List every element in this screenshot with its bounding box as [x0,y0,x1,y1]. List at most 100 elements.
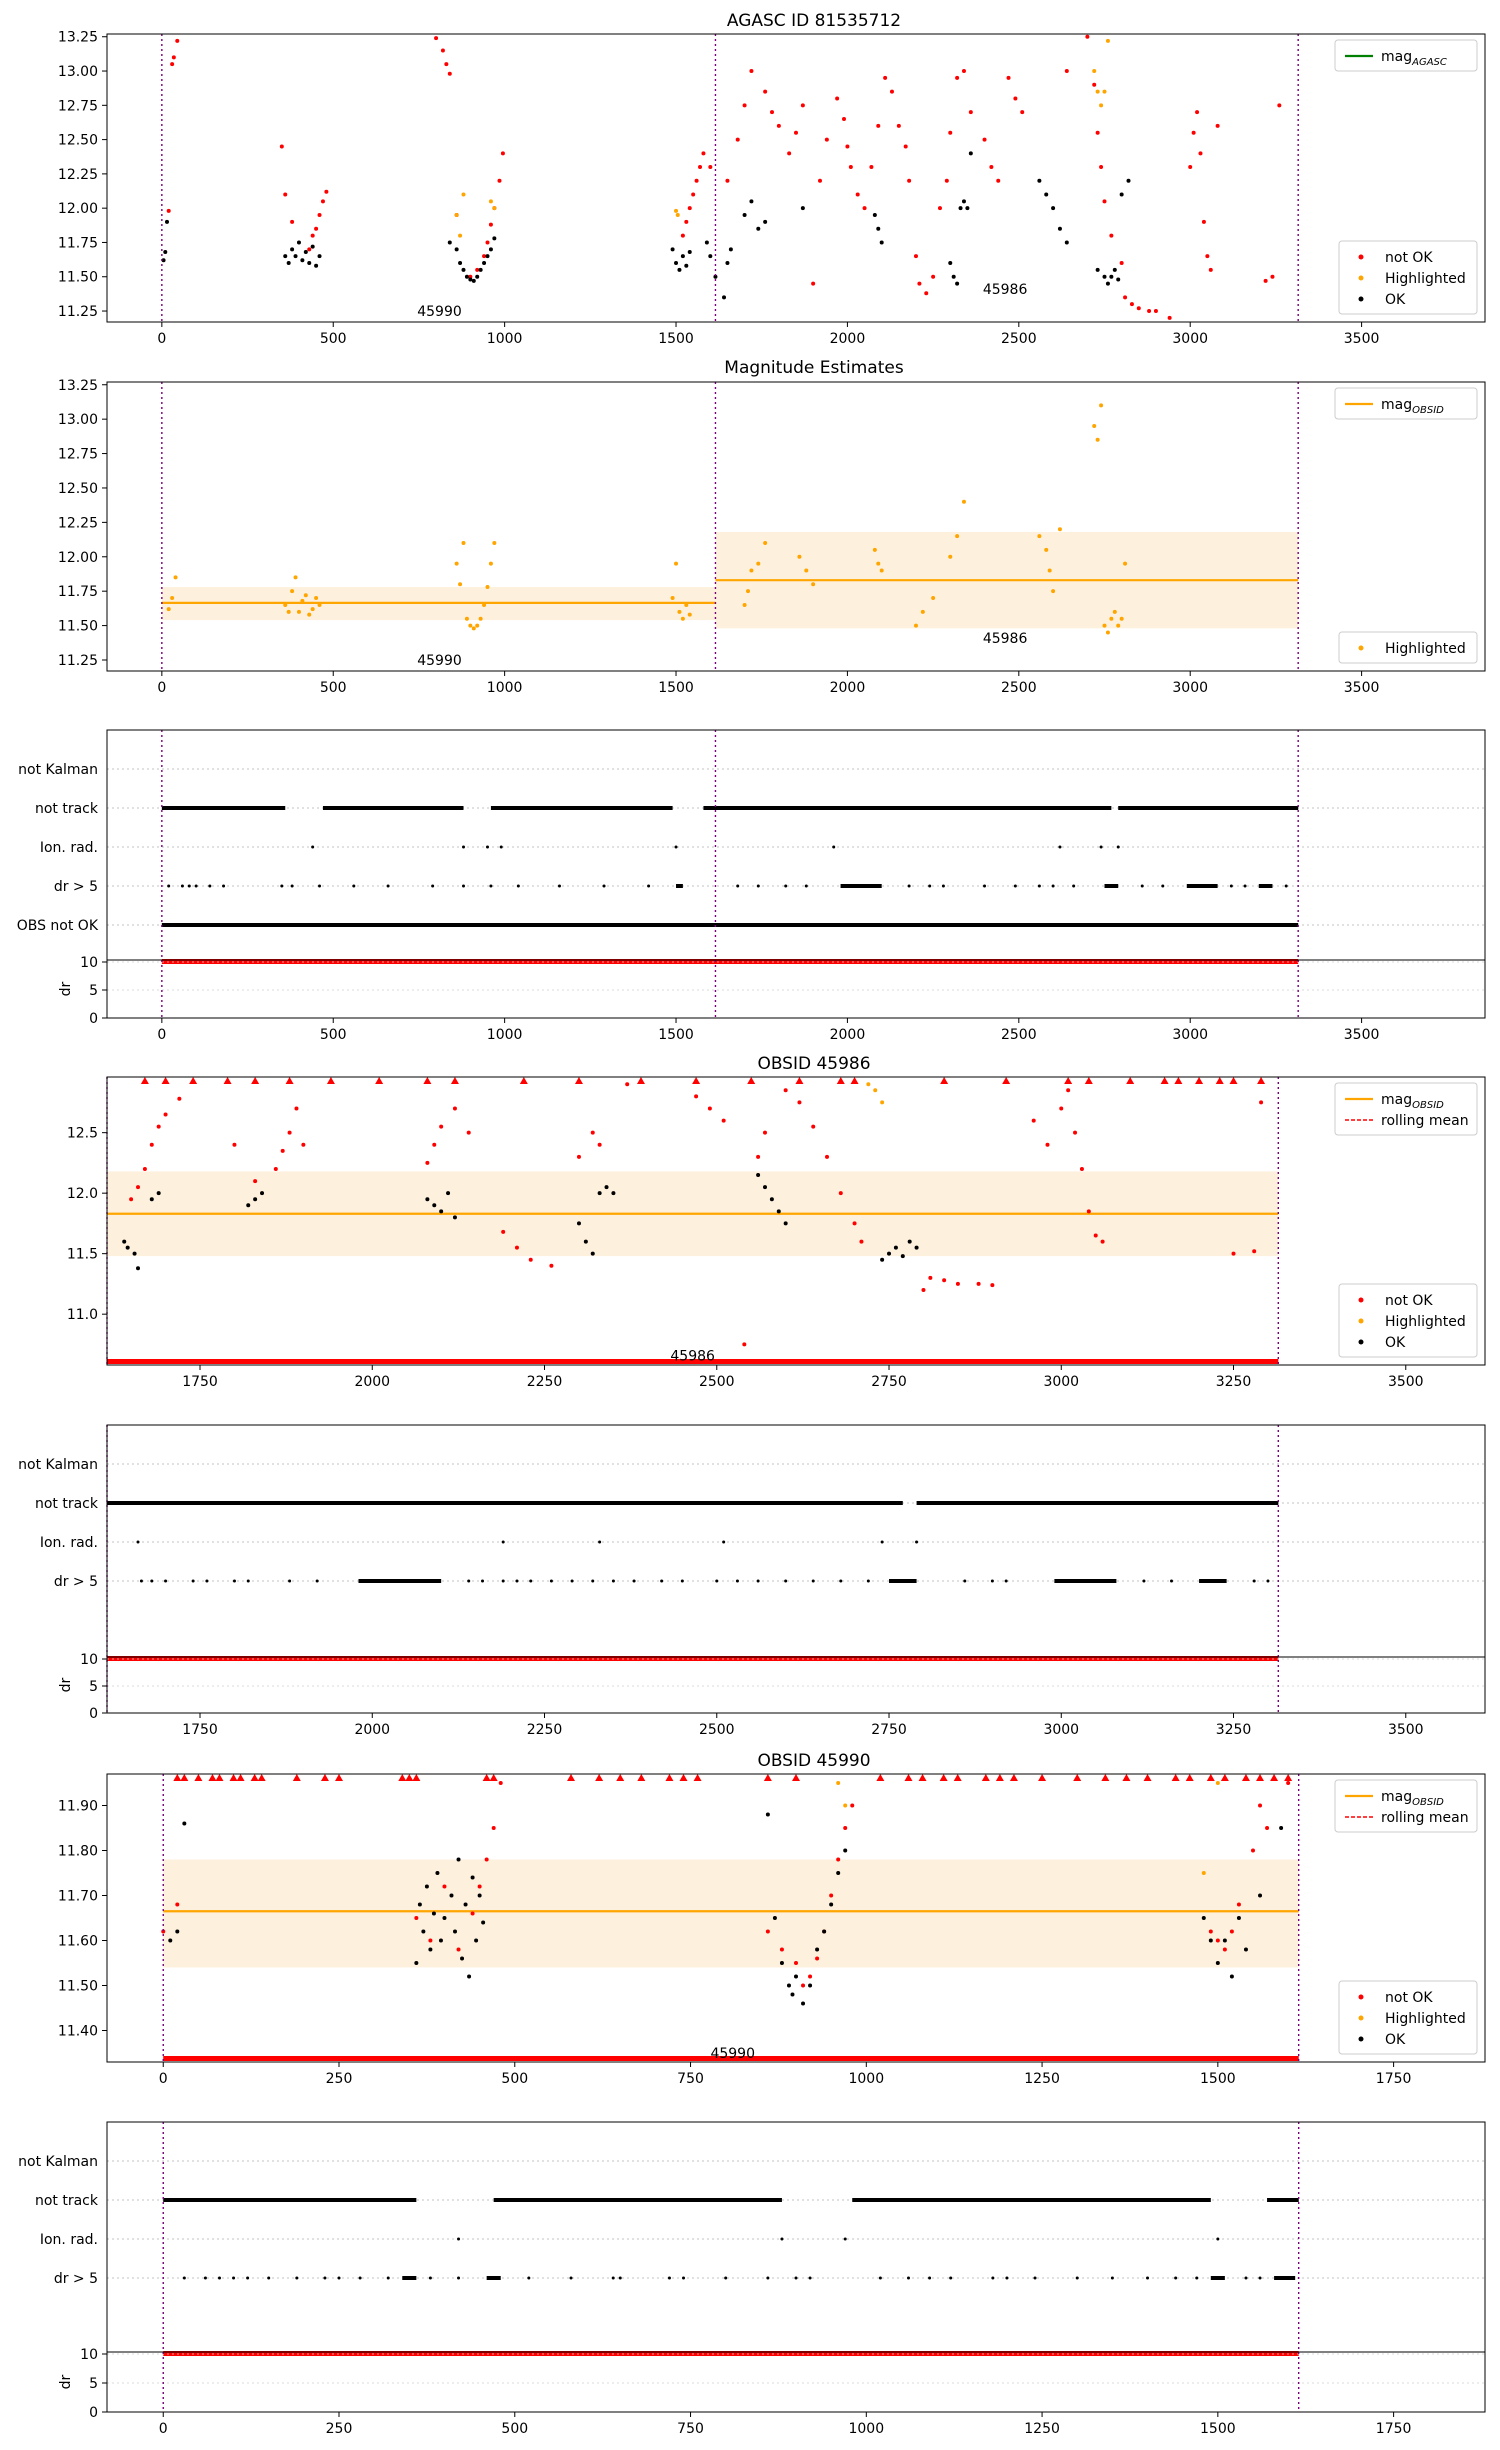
agasc-point-not-ok [1099,165,1104,170]
flags3-flag-dot [991,2276,995,2280]
agasc-xtick-label: 0 [157,331,166,347]
obsid45986-point-ok [452,1215,457,1220]
obsid45990-point-not-ok [1258,1803,1263,1808]
obsid45990-point-ok [1236,1916,1241,1920]
agasc-point-not-ok [989,165,994,170]
agasc-point-ok [464,274,469,279]
obsid45990-point-not-ok [428,1938,433,1943]
agasc-point-ok [307,261,312,266]
estimates-point-highlighted [478,616,483,621]
agasc-point-ok [290,247,295,252]
obsid45986-point-ok [776,1209,781,1214]
agasc-point-not-ok [279,144,284,149]
estimates-point-highlighted [797,554,802,559]
obsid45986-point-ok [446,1191,451,1196]
agasc-point-not-ok [170,62,175,67]
obsid45986-point-ok [246,1203,251,1208]
estimates-point-highlighted [756,561,761,566]
estimates-point-highlighted [1044,547,1049,552]
flags1-dr-saturated-strip [161,959,1299,964]
obsid45990-point-not-ok [1286,1781,1291,1785]
estimates-obsid-label: 45986 [983,631,1028,647]
obsid45990-legend-lower [1338,1980,1478,2055]
obsid45990-point-not-ok [498,1781,503,1785]
agasc-point-not-ok [691,192,696,197]
obsid45990-offscale-marker [981,1774,990,1781]
agasc-point-not-ok [1201,219,1206,224]
agasc-point-not-ok [1102,199,1107,204]
agasc-point-ok [454,247,459,252]
agasc-point-ok [283,254,288,259]
obsid45986-offscale-marker [189,1077,198,1084]
flags2-flag-dot [1142,1579,1146,1583]
obsid45986-point-not-ok [852,1221,857,1226]
flags1-flag-dot [1229,884,1233,888]
obsid45986-point-ok [597,1191,602,1196]
flags1-flag-dot [756,884,760,888]
obsid45986-point-ok [769,1197,774,1202]
obsid45986-point-not-ok [1031,1118,1036,1123]
obsid45986-xtick-label: 2250 [527,1374,563,1390]
flags1-xtick-label: 2000 [830,1027,866,1043]
obsid45986-offscale-marker [940,1077,949,1084]
obsid45990-point-not-ok [829,1893,834,1898]
agasc-point-not-ok [968,110,973,115]
agasc-point-not-ok [913,254,918,259]
flags2-dr-ytick-label: 0 [89,1706,98,1722]
flags3-flag-dot [794,2276,798,2280]
agasc-ytick-label: 11.50 [58,270,98,286]
flags3-flag-dot [843,2237,847,2241]
obsid45986-point-not-ok [942,1278,947,1283]
obsid45990-point-not-ok [456,1947,461,1952]
flags2-flag-dot [136,1540,140,1544]
estimates-point-highlighted [475,623,480,628]
flags1-flag-dot [1072,884,1076,888]
obsid45986-point-ok [125,1245,130,1250]
flags3-flag-dot [611,2276,615,2280]
estimates-point-highlighted [286,609,291,614]
estimates-ytick-label: 12.25 [58,515,98,531]
estimates-point-highlighted [913,623,918,628]
obsid45986-offscale-marker [836,1077,845,1084]
agasc-point-ok [461,267,466,272]
flags3-flag-dot [766,2276,770,2280]
flags2-xtick-label: 1750 [182,1722,218,1738]
estimates-point-highlighted [173,575,178,580]
flags1-flag-bar [1118,806,1299,810]
obsid45990-point-not-ok [1236,1902,1241,1907]
agasc-ytick-label: 13.00 [58,64,98,80]
obsid45986-point-not-ok [136,1185,141,1190]
obsid45990-point-not-ok [1222,1947,1227,1952]
estimates-xtick-label: 3000 [1172,680,1208,696]
obsid45986-point-ok [132,1251,137,1256]
flags1-flag-bar [161,806,286,810]
obsid45990-bottom-marker-strip [163,2056,1299,2061]
flags3-xtick-label: 1000 [848,2421,884,2437]
agasc-point-ok [475,274,480,279]
flags1-flag-dot [941,884,945,888]
estimates-point-highlighted [485,585,490,590]
estimates-point-highlighted [296,609,301,614]
obsid45986-point-ok [260,1191,265,1196]
flags2-flag-dot [660,1579,664,1583]
flags1-flag-dot [832,845,836,849]
obsid45986-ytick-label: 11.0 [67,1307,98,1323]
obsid45990-point-ok [790,1992,795,1997]
obsid45986-point-not-ok [156,1124,161,1129]
obsid45990-legend-entry: Highlighted [1385,2011,1466,2027]
flags1-flag-dot [167,884,171,888]
obsid45990-point-ok [829,1902,834,1907]
agasc-legend-entry: OK [1385,292,1406,308]
obsid45986-legend-marker [1358,1297,1364,1303]
obsid45986-legend-entry: Highlighted [1385,1314,1466,1330]
obsid45990-offscale-marker [335,1774,344,1781]
flags2-flag-dot [839,1579,843,1583]
flags2-flag-dot [191,1579,195,1583]
estimates-panel: Magnitude Estimates 45990 45986 11.25 11.50… [58,358,1486,696]
obsid45986-offscale-marker [1126,1077,1135,1084]
obsid45986-point-not-ok [928,1275,933,1280]
agasc-xtick-label: 3000 [1172,331,1208,347]
flags3-flag-bar [402,2276,417,2280]
obsid45986-point-ok [425,1197,430,1202]
estimates-point-highlighted [1123,561,1128,566]
